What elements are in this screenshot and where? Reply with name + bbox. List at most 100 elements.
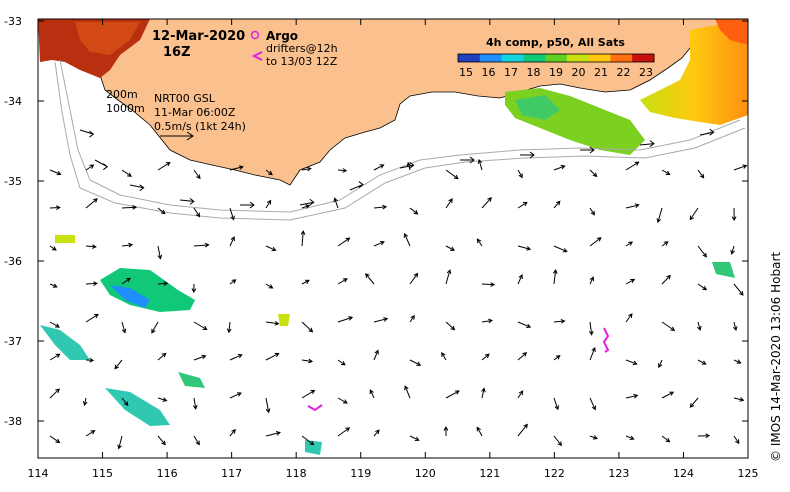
current-arrow — [553, 355, 561, 361]
current-arrow — [79, 129, 95, 138]
current-arrow — [85, 164, 95, 171]
isobath-200-label: 200m — [106, 88, 138, 101]
current-arrow — [85, 281, 98, 286]
current-arrow — [589, 169, 598, 178]
current-arrow — [658, 359, 663, 369]
current-arrow — [481, 282, 496, 287]
current-arrow — [157, 397, 168, 402]
current-arrow — [121, 169, 132, 177]
current-arrow — [661, 435, 671, 443]
current-arrow — [299, 198, 315, 206]
sst-patch-offshore-1 — [100, 268, 195, 312]
current-arrow — [517, 201, 528, 209]
colorbar-tick: 20 — [572, 66, 586, 79]
colorbar — [457, 53, 655, 63]
current-arrow — [733, 435, 740, 445]
current-arrow — [517, 423, 528, 437]
current-arrow — [589, 347, 596, 361]
current-arrow — [193, 354, 207, 361]
x-tick-label: 117 — [221, 467, 242, 480]
current-arrow — [697, 245, 707, 258]
current-arrow — [552, 269, 558, 285]
drifter-legend-icon — [251, 51, 263, 61]
current-arrow — [337, 316, 354, 323]
current-arrow — [373, 164, 385, 171]
current-arrow — [625, 359, 638, 366]
current-arrow — [229, 236, 235, 247]
current-arrow — [589, 237, 602, 247]
altimetry-source: NRT00 GSL — [154, 92, 216, 105]
argo-label: Argo — [266, 29, 298, 43]
current-arrow — [191, 283, 197, 294]
current-arrow — [265, 199, 272, 209]
current-arrow — [49, 245, 57, 251]
current-arrow — [373, 317, 389, 323]
current-arrow — [517, 321, 532, 329]
current-arrow — [481, 197, 492, 209]
current-arrow — [179, 197, 195, 205]
x-tick-label: 119 — [350, 467, 371, 480]
current-arrow — [733, 397, 745, 402]
colorbar-tick: 15 — [459, 66, 473, 79]
current-arrow — [49, 353, 61, 361]
current-arrow — [661, 169, 671, 175]
sst-patch-southwest-inner — [75, 22, 140, 55]
sst-patch-offshore-1-blue — [110, 285, 150, 308]
current-arrow — [697, 359, 707, 365]
argo-float-marker — [250, 30, 260, 40]
current-arrow — [49, 388, 60, 399]
current-arrow — [337, 278, 348, 285]
current-arrow — [373, 204, 388, 210]
scale-arrow — [160, 131, 194, 141]
current-arrow — [337, 427, 351, 437]
current-arrow — [409, 314, 415, 323]
x-tick-label: 124 — [673, 467, 694, 480]
current-arrows — [49, 128, 748, 450]
current-arrow — [697, 321, 702, 331]
x-tick-label: 116 — [157, 467, 178, 480]
current-arrow — [445, 321, 456, 331]
current-arrow — [409, 435, 420, 441]
current-arrow — [553, 397, 560, 411]
current-arrow — [481, 318, 494, 324]
colorbar-tick: 19 — [549, 66, 563, 79]
x-tick-label: 114 — [28, 467, 49, 480]
current-arrow — [193, 169, 201, 180]
colorbar-tick: 17 — [504, 66, 518, 79]
current-arrow — [697, 169, 705, 179]
current-arrow — [85, 430, 96, 437]
current-arrow — [49, 321, 60, 328]
current-arrow — [409, 272, 419, 285]
current-arrow — [229, 428, 236, 437]
current-arrow — [589, 435, 598, 440]
current-arrow — [481, 353, 490, 361]
current-arrow — [403, 232, 411, 247]
current-arrow — [114, 359, 123, 370]
current-arrow — [121, 242, 134, 248]
colorbar-tick: 21 — [594, 66, 608, 79]
sst-patch-shelf-cyan — [515, 95, 560, 120]
current-arrow — [373, 349, 379, 361]
current-arrow — [625, 313, 633, 323]
current-arrow — [656, 207, 663, 224]
current-arrow — [265, 169, 273, 176]
current-arrow — [85, 198, 98, 209]
current-arrow — [481, 387, 486, 399]
current-arrow — [445, 169, 459, 180]
current-arrow — [82, 397, 88, 407]
current-arrow — [517, 390, 524, 399]
current-arrow — [157, 245, 163, 260]
current-arrow — [121, 397, 129, 407]
current-arrow — [337, 359, 346, 366]
current-arrow — [373, 240, 385, 247]
current-arrow — [699, 128, 715, 136]
current-arrow — [229, 165, 244, 171]
current-arrow — [301, 204, 311, 209]
x-tick-label: 123 — [608, 467, 629, 480]
current-arrow — [517, 245, 532, 251]
current-arrow — [661, 274, 671, 285]
current-arrow — [193, 321, 208, 331]
sst-patch-offshore-5 — [55, 235, 75, 243]
current-arrow — [625, 278, 636, 285]
